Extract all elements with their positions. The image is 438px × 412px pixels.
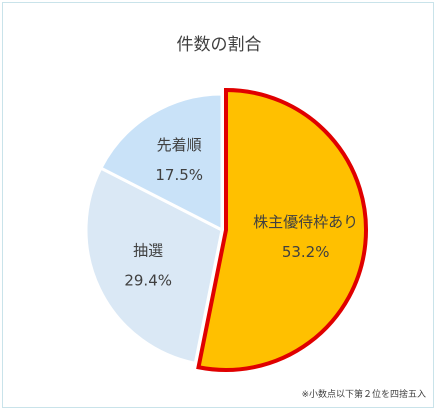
pie-slice (98, 92, 224, 233)
slice-value-label: 29.4% (124, 272, 172, 290)
slice-value-label: 17.5% (155, 166, 203, 184)
slice-label: 株主優待枠あり (253, 213, 358, 231)
chart-title: 件数の割合 (176, 35, 262, 55)
slice-label: 抽選 (133, 242, 163, 260)
pie-slice (196, 87, 368, 372)
slice-value-label: 53.2% (282, 243, 330, 261)
rounding-note: ※小数点以下第２位を四捨五入 (301, 390, 426, 400)
slice-label: 先着順 (157, 136, 202, 154)
pie-slice (84, 166, 224, 366)
